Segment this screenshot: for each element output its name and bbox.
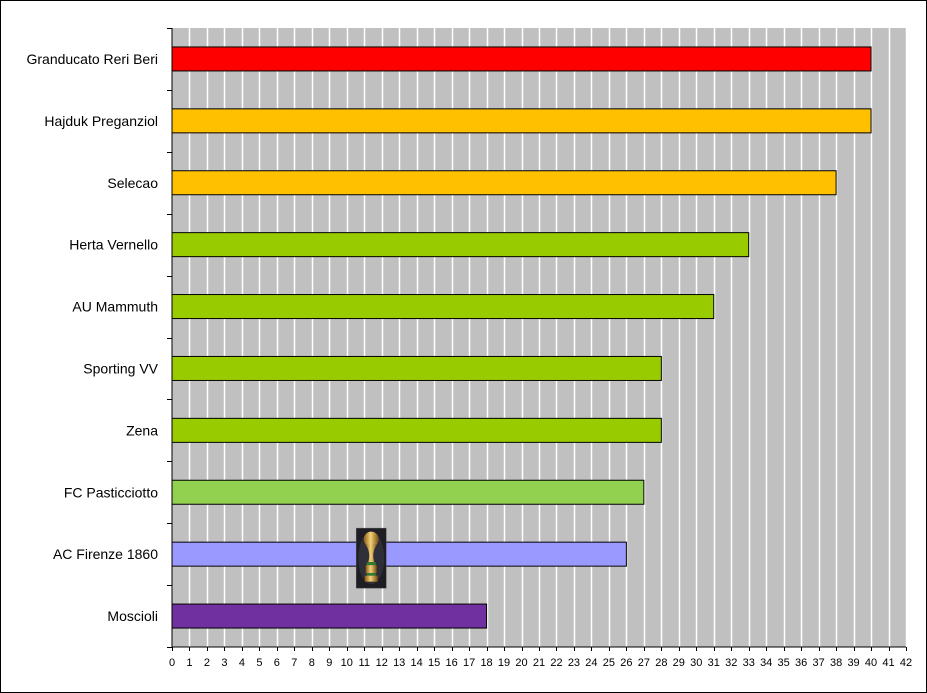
x-tick-label: 11 (359, 657, 370, 669)
x-tick-label: 27 (638, 657, 650, 669)
bar (171, 541, 627, 567)
bar (171, 170, 837, 196)
x-tick-label: 9 (326, 657, 332, 669)
x-tick-label: 6 (274, 657, 280, 669)
x-tick-label: 42 (900, 657, 912, 669)
x-tick-label: 0 (169, 657, 175, 669)
x-tick-label: 15 (428, 657, 440, 669)
x-tick-label: 18 (480, 657, 492, 669)
x-tick-label: 22 (550, 657, 562, 669)
x-tick-label: 14 (411, 657, 423, 669)
x-tick-label: 21 (533, 657, 545, 669)
x-tick-label: 25 (603, 657, 615, 669)
bar (171, 232, 750, 258)
category-label: FC Pasticciotto (64, 484, 158, 500)
x-tick-label: 13 (393, 657, 405, 669)
x-tick-label: 7 (291, 657, 297, 669)
category-label: Herta Vernello (69, 237, 158, 253)
x-tick-label: 32 (725, 657, 737, 669)
category-label: Zena (126, 422, 158, 438)
bar (171, 108, 872, 134)
x-tick-label: 12 (376, 657, 388, 669)
bar (171, 355, 662, 381)
tick-labels: 0 1 2 3 4 5 6 7 8 9 10 11 12 13 14 15 16 17 18 19 20 21 22 23 24… (169, 657, 912, 669)
x-tick-label: 8 (309, 657, 315, 669)
x-tick-label: 31 (708, 657, 720, 669)
x-tick-label: 19 (498, 657, 510, 669)
category-label: Selecao (107, 175, 158, 191)
x-tick-label: 16 (445, 657, 457, 669)
x-tick-label: 34 (760, 657, 772, 669)
x-tick-label: 41 (882, 657, 894, 669)
category-label: AC Firenze 1860 (53, 546, 158, 562)
x-tick-label: 20 (515, 657, 527, 669)
category-label: Moscioli (107, 608, 158, 624)
x-tick-label: 38 (830, 657, 842, 669)
x-tick-label: 37 (812, 657, 824, 669)
x-tick-label: 29 (673, 657, 685, 669)
bar (171, 417, 662, 443)
annotations (355, 527, 387, 589)
category-labels: Granducato Reri Beri Hajduk Preganziol Sel… (26, 51, 158, 624)
bars (171, 46, 872, 629)
bar (171, 479, 645, 505)
x-tick-label: 24 (585, 657, 597, 669)
x-tick-label: 10 (341, 657, 353, 669)
bar (171, 603, 488, 629)
category-label: Hajduk Preganziol (44, 113, 158, 129)
bar (171, 294, 715, 320)
x-tick-label: 4 (239, 657, 245, 669)
x-tick-label: 40 (865, 657, 877, 669)
x-tick-label: 23 (568, 657, 580, 669)
axes (167, 28, 907, 651)
x-tick-label: 26 (620, 657, 632, 669)
x-tick-label: 36 (795, 657, 807, 669)
x-tick-label: 5 (256, 657, 262, 669)
category-label: Sporting VV (83, 360, 158, 376)
bar (171, 46, 872, 72)
category-label: Granducato Reri Beri (26, 51, 158, 67)
x-tick-label: 35 (778, 657, 790, 669)
x-tick-label: 3 (221, 657, 227, 669)
x-tick-label: 1 (186, 657, 192, 669)
x-tick-label: 33 (743, 657, 755, 669)
trophy-icon (355, 527, 387, 589)
category-label: AU Mammuth (72, 299, 158, 315)
x-tick-label: 17 (463, 657, 475, 669)
x-tick-label: 30 (690, 657, 702, 669)
x-tick-label: 28 (655, 657, 667, 669)
x-tick-label: 39 (847, 657, 859, 669)
x-tick-label: 2 (204, 657, 210, 669)
